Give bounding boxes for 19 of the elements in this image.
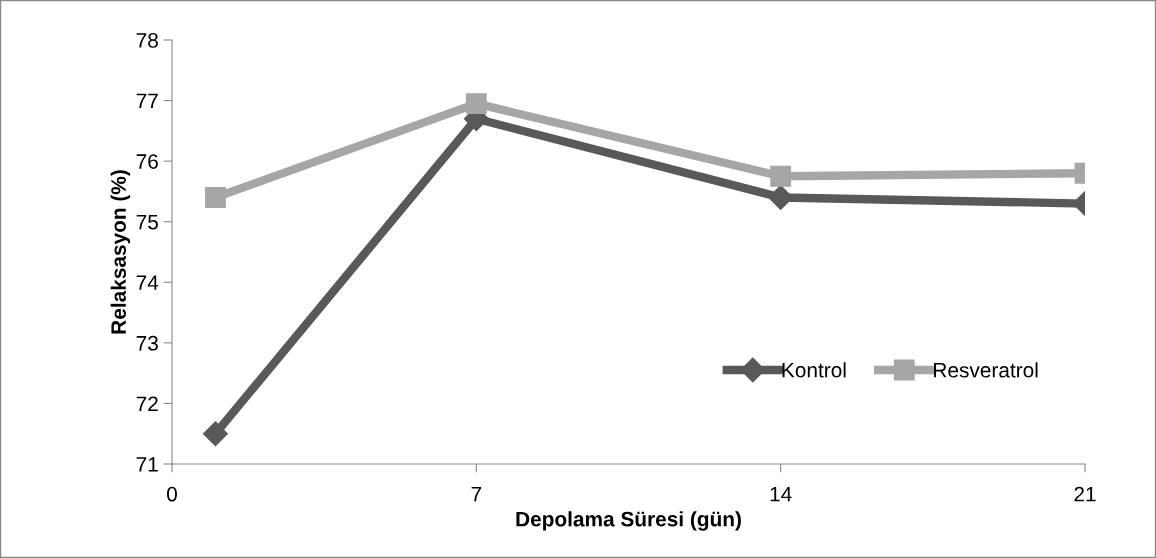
x-tick-label: 21 <box>1074 486 1096 502</box>
legend-label: Resveratrol <box>934 362 1038 378</box>
point <box>465 93 487 115</box>
legend-label: Kontrol <box>782 362 846 378</box>
y-tick-label: 72 <box>136 396 158 411</box>
x-tick-label: 7 <box>471 486 482 502</box>
y-tick-label: 78 <box>136 33 158 48</box>
y-tick-label: 77 <box>136 93 158 109</box>
y-axis-title: Relaksasyon (%) <box>110 170 131 334</box>
x-axis-title: Depolama Süresi (gün) <box>516 511 741 531</box>
point <box>202 421 228 447</box>
y-tick-label: 71 <box>136 457 158 472</box>
y-tick-label: 73 <box>136 335 158 351</box>
x-tick-label: 0 <box>167 486 177 502</box>
y-tick-label: 74 <box>136 275 159 290</box>
y-tick-label: 76 <box>136 154 158 169</box>
point <box>205 187 226 208</box>
x-tick-label: 14 <box>770 486 792 502</box>
y-tick-label: 75 <box>136 214 158 230</box>
